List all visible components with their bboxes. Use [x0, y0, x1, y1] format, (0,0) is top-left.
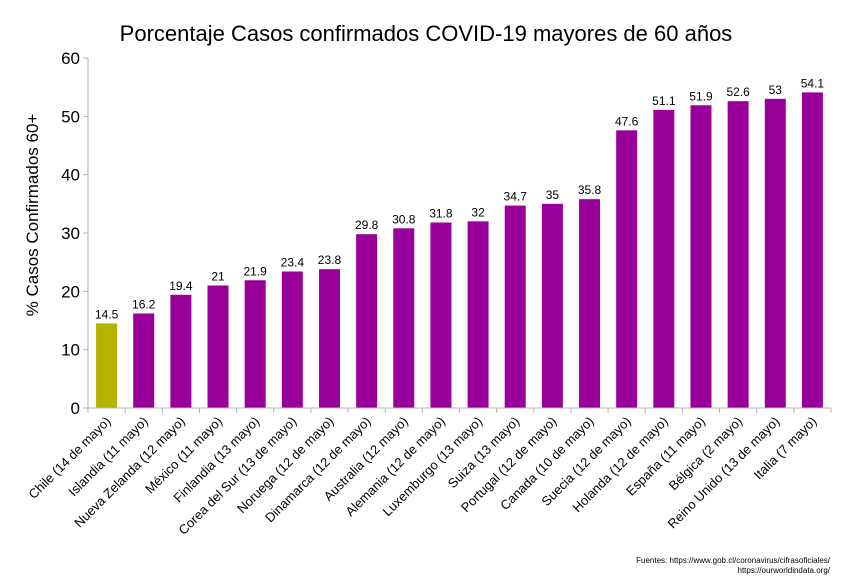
y-tick-label: 30 [61, 224, 80, 243]
bar [727, 101, 749, 409]
bar [170, 294, 192, 408]
bar [133, 313, 155, 408]
data-label: 21.9 [243, 264, 267, 278]
bar [281, 271, 303, 408]
data-label: 34.7 [504, 190, 528, 204]
source-line-1: Fuentes: https://www.gob.cl/coronavirus/… [636, 556, 830, 565]
data-label: 21 [211, 270, 225, 284]
y-tick-label: 10 [61, 341, 80, 360]
data-label: 51.9 [689, 89, 713, 103]
y-tick-label: 40 [61, 166, 80, 185]
bar [541, 203, 563, 408]
x-axis-ticks: Chile (14 de mayo)Islandia (11 mayo)Nuev… [25, 408, 832, 538]
y-axis-ticks: 0 10 20 30 40 50 60 [61, 49, 88, 418]
bar [244, 280, 266, 408]
data-label: 14.5 [95, 307, 119, 321]
y-tick-label: 50 [61, 107, 80, 126]
data-label: 29.8 [355, 218, 379, 232]
bar [207, 285, 229, 408]
bar [616, 130, 638, 409]
bar [318, 269, 340, 408]
data-label: 52.6 [726, 85, 750, 99]
bar [653, 109, 675, 409]
bar [764, 98, 786, 408]
data-label: 51.1 [652, 94, 676, 108]
source-note: Fuentes: https://www.gob.cl/coronavirus/… [600, 556, 830, 576]
data-label: 54.1 [801, 76, 825, 90]
y-axis-label: % Casos Confirmados 60+ [23, 114, 42, 317]
axes [87, 58, 831, 409]
data-label: 16.2 [132, 298, 156, 312]
data-label: 23.8 [318, 253, 342, 267]
data-label: 30.8 [392, 212, 416, 226]
data-labels: 14.5 16.2 19.4 21 21.9 23.4 23.8 29.8 30.8 31.8 32… [95, 76, 825, 321]
bar [801, 92, 823, 409]
bar [96, 323, 118, 408]
data-label: 19.4 [169, 279, 193, 293]
chart-title: Porcentaje Casos confirmados COVID-19 ma… [120, 21, 733, 46]
data-label: 53 [769, 83, 783, 97]
data-label: 32 [471, 205, 485, 219]
bar [579, 199, 601, 408]
data-label: 35 [546, 188, 560, 202]
bar [393, 228, 415, 408]
y-tick-label: 20 [61, 282, 80, 301]
y-tick-label: 60 [61, 49, 80, 68]
bar [504, 205, 526, 408]
bar [467, 221, 489, 408]
bar [690, 105, 712, 408]
data-label: 47.6 [615, 114, 639, 128]
source-line-2: https://ourworldindata.org/ [737, 566, 831, 575]
data-label: 35.8 [578, 183, 602, 197]
data-label: 31.8 [429, 207, 453, 221]
bars [96, 92, 823, 409]
bar [430, 222, 452, 408]
data-label: 23.4 [281, 256, 305, 270]
bar [356, 234, 378, 408]
y-tick-label: 0 [71, 399, 80, 418]
